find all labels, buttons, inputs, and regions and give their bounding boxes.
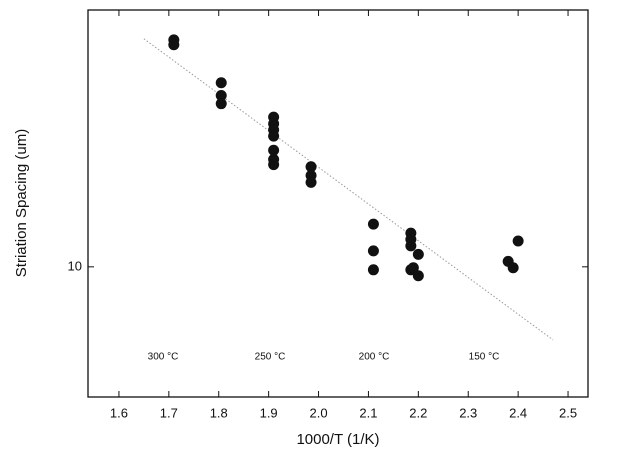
x-tick-label: 1.8 [210,405,228,420]
x-tick-label: 2.3 [459,405,477,420]
data-point [305,176,317,188]
data-point [215,77,227,89]
x-tick-label: 2.0 [309,405,327,420]
plot-frame [87,9,589,398]
data-point [407,262,419,274]
data-point [512,235,524,247]
data-point [412,270,424,282]
data-point [215,89,227,101]
data-point [507,262,519,274]
data-point [367,245,379,257]
data-point [215,98,227,110]
annotation: 250 °C [255,352,286,363]
data-point [168,39,180,51]
x-tick-label: 2.2 [409,405,427,420]
data-point [412,248,424,260]
x-tick-label: 1.6 [110,405,128,420]
data-point [367,218,379,230]
fit-line [143,38,554,341]
x-tick-label: 2.5 [559,405,577,420]
annotation: 300 °C [148,352,179,363]
x-axis-label: 1000/T (1/K) [296,431,379,448]
x-tick-label: 1.7 [160,405,178,420]
data-point [367,264,379,276]
x-tick-label: 2.1 [359,405,377,420]
data-point [405,240,417,252]
data-point [268,144,280,156]
y-tick-label: 10 [68,258,82,273]
data-point [268,130,280,142]
x-tick-label: 1.9 [260,405,278,420]
x-tick-label: 2.4 [509,405,527,420]
annotation: 150 °C [469,352,500,363]
data-point [268,159,280,171]
data-point [305,161,317,173]
y-axis-label: Striation Spacing (um) [13,129,30,277]
annotation: 200 °C [359,352,390,363]
